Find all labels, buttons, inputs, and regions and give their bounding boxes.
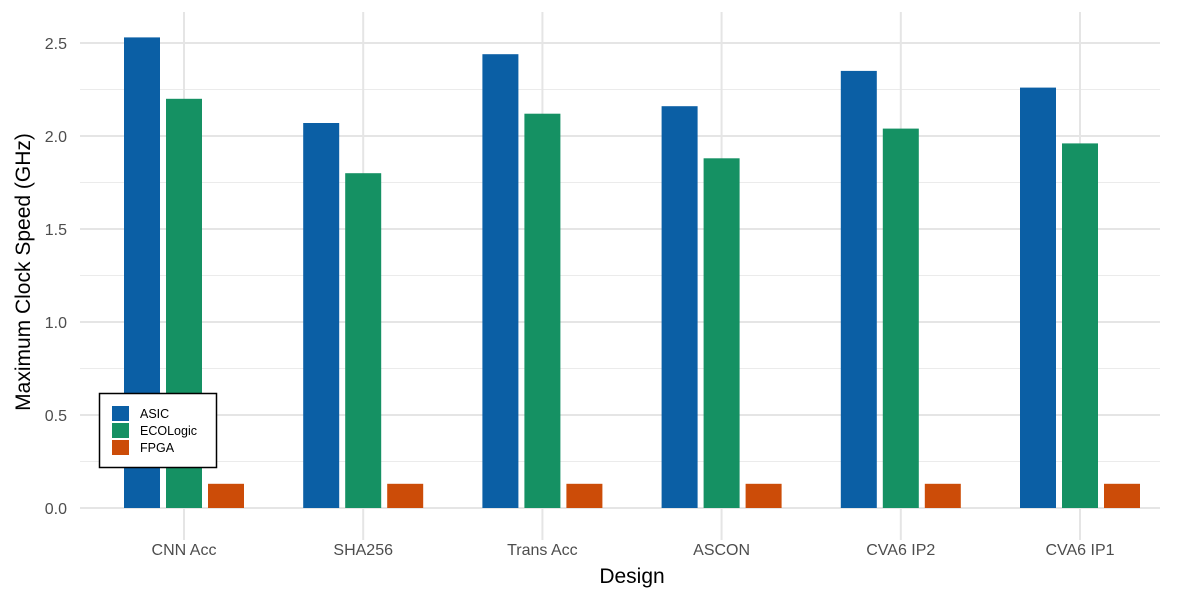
- x-tick-label: SHA256: [333, 542, 393, 559]
- y-tick-label: 1.0: [45, 315, 67, 332]
- bar-fpga-ascon: [745, 483, 782, 508]
- bar-ecologic-cva6-ip2: [882, 128, 919, 508]
- bar-ecologic-cva6-ip1: [1062, 143, 1098, 508]
- grid-layer: [80, 12, 1160, 540]
- bar-fpga-trans-acc: [566, 483, 603, 508]
- bar-asic-trans-acc: [482, 54, 519, 508]
- legend-label-ecologic: ECOLogic: [140, 424, 197, 438]
- y-tick-label: 2.5: [45, 36, 67, 53]
- legend-label-asic: ASIC: [140, 407, 169, 421]
- bar-ecologic-ascon: [703, 158, 740, 509]
- y-tick-label: 1.5: [45, 222, 67, 239]
- x-tick-label: CVA6 IP2: [866, 542, 935, 559]
- y-tick-label: 2.0: [45, 129, 67, 146]
- bar-ecologic-sha256: [345, 173, 382, 508]
- x-axis-title: Design: [599, 565, 664, 588]
- bar-asic-sha256: [303, 123, 340, 508]
- bar-fpga-cnn-acc: [208, 483, 244, 508]
- bar-ecologic-trans-acc: [524, 113, 561, 508]
- legend-key-asic: [112, 406, 129, 421]
- x-tick-label: ASCON: [693, 542, 750, 559]
- bar-fpga-sha256: [387, 483, 424, 508]
- y-tick-label: 0.5: [45, 408, 67, 425]
- y-tick-labels: 0.0 0.5 1.0 1.5 2.0 2.5: [45, 36, 67, 518]
- bars-layer: [124, 37, 1140, 509]
- x-tick-label: CNN Acc: [152, 542, 217, 559]
- bar-asic-ascon: [661, 106, 698, 508]
- y-axis-title: Maximum Clock Speed (GHz): [12, 133, 35, 411]
- legend-label-fpga: FPGA: [140, 441, 175, 455]
- legend: ASIC ECOLogic FPGA: [98, 392, 218, 469]
- y-tick-label: 0.0: [45, 501, 67, 518]
- bar-fpga-cva6-ip1: [1104, 483, 1140, 508]
- legend-key-ecologic: [112, 423, 129, 438]
- bar-asic-cva6-ip2: [840, 70, 877, 509]
- x-tick-label: Trans Acc: [507, 542, 578, 559]
- x-tick-labels: CNN Acc SHA256 Trans Acc ASCON CVA6 IP2 CVA6 …: [152, 542, 1115, 559]
- bar-fpga-cva6-ip2: [924, 483, 961, 508]
- x-tick-label: CVA6 IP1: [1045, 542, 1114, 559]
- bar-asic-cva6-ip1: [1020, 87, 1056, 508]
- legend-key-fpga: [112, 440, 129, 455]
